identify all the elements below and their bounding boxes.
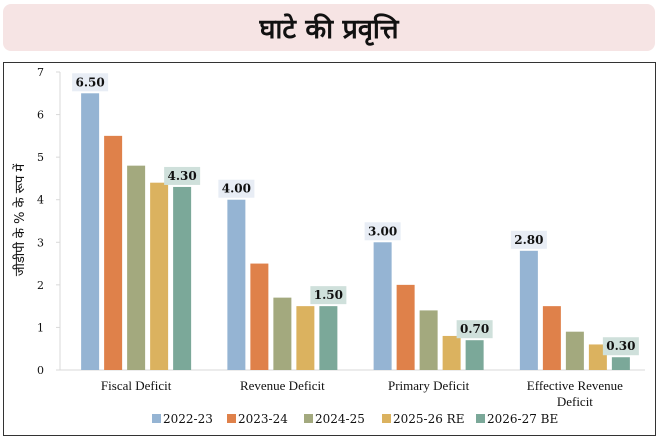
bar-2023-24: [104, 135, 123, 370]
y-tick-label: 4: [37, 194, 44, 207]
legend-item: 2026-27 BE: [476, 412, 558, 426]
bar-2026-27-be: [611, 357, 630, 370]
chart-frame: [3, 62, 656, 436]
data-label-bg: [218, 179, 255, 198]
legend-swatch: [152, 414, 161, 423]
legend-swatch: [476, 414, 485, 423]
data-label: 3.00: [368, 224, 397, 238]
legend-label: 2025-26 RE: [393, 412, 464, 426]
bar-2024-25: [127, 165, 146, 370]
legend-label: 2026-27 BE: [487, 412, 558, 426]
y-tick-label: 3: [37, 236, 44, 249]
bar-2025-26-re: [296, 306, 315, 370]
bar-2022-23: [519, 250, 538, 370]
y-tick-label: 7: [37, 66, 44, 79]
chart-title: घाटे की प्रवृत्ति: [259, 14, 399, 45]
data-label-bg: [602, 337, 639, 356]
category-label: Primary Deficit: [388, 378, 470, 393]
bar-2024-25: [565, 331, 584, 370]
bar-2026-27-be: [465, 340, 484, 370]
y-axis-label: जीडीपी के % के रूप में: [12, 164, 28, 277]
data-label: 0.70: [460, 322, 489, 336]
bar-2024-25: [273, 297, 292, 370]
legend-item: 2023-24: [227, 412, 288, 426]
data-label: 0.30: [606, 339, 635, 353]
data-label-bg: [364, 222, 401, 241]
data-label-bg: [310, 286, 347, 305]
y-tick-label: 2: [37, 279, 44, 292]
data-label-bg: [164, 166, 201, 185]
data-label: 6.50: [76, 75, 105, 89]
legend-item: 2024-25: [304, 412, 365, 426]
data-label: 2.80: [514, 233, 543, 247]
data-labels: 6.50 4.30 4.00 1.50 3.00 0.70 2.80 0.30: [72, 73, 639, 356]
bar-2022-23: [373, 242, 392, 370]
bar-2023-24: [542, 306, 561, 370]
legend: 2022-23 2023-24 2024-25 2025-26 RE 2026-27 B…: [152, 412, 558, 426]
data-label: 1.50: [314, 288, 343, 302]
y-tick-label: 1: [37, 321, 44, 334]
title-banner: घाटे की प्रवृत्ति: [3, 4, 655, 51]
category-label: Effective Revenue: [527, 378, 623, 393]
legend-label: 2022-23: [163, 412, 213, 426]
x-axis-labels: Fiscal Deficit Revenue Deficit Primary Def…: [101, 378, 623, 409]
legend-swatch: [304, 414, 313, 423]
category-label: Deficit: [557, 394, 593, 409]
bar-2026-27-be: [173, 186, 192, 370]
y-tick-label: 6: [37, 109, 44, 122]
bar-2025-26-re: [442, 335, 461, 370]
legend-swatch: [382, 414, 391, 423]
bar-2023-24: [396, 284, 415, 370]
legend-label: 2024-25: [315, 412, 365, 426]
data-label-bg: [510, 230, 547, 249]
legend-item: 2025-26 RE: [382, 412, 464, 426]
legend-label: 2023-24: [238, 412, 288, 426]
bar-2026-27-be: [319, 306, 338, 370]
legend-swatch: [227, 414, 236, 423]
data-label: 4.30: [168, 169, 197, 183]
bar-2025-26-re: [588, 344, 607, 370]
category-label: Fiscal Deficit: [101, 378, 172, 393]
data-label-bg: [456, 320, 493, 339]
data-label-bg: [72, 73, 109, 92]
bar-2022-23: [227, 199, 246, 370]
y-tick-label: 0: [37, 364, 44, 377]
bar-2023-24: [250, 263, 269, 370]
category-label: Revenue Deficit: [240, 378, 325, 393]
data-label: 4.00: [222, 182, 251, 196]
bar-2022-23: [81, 93, 100, 371]
legend-item: 2022-23: [152, 412, 213, 426]
bar-2025-26-re: [150, 182, 169, 370]
bar-2024-25: [419, 310, 438, 370]
y-tick-label: 5: [37, 151, 44, 164]
bars: [81, 93, 630, 371]
